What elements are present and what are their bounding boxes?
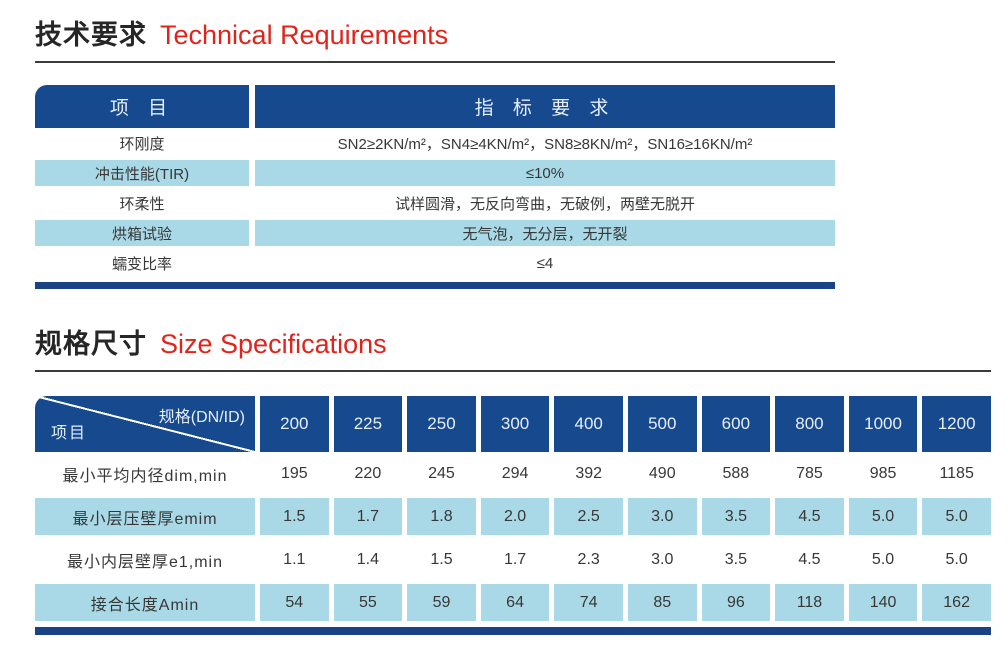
size-title-zh: 规格尺寸 [35, 329, 147, 359]
table-row: 烘箱试验 无气泡，无分层，无开裂 [35, 218, 835, 248]
value-cell: ≤4 [536, 254, 554, 272]
size-col-header: 400 [554, 396, 623, 452]
table-row: 蠕变比率 ≤4 [35, 248, 835, 278]
size-table-rows: 最小平均内径dim,min 195 220 245 294 392 490 588 785 985… [35, 452, 991, 624]
item-cell: 最小平均内径dim,min [62, 467, 228, 485]
value-cell: 490 [648, 464, 676, 482]
size-table-bottom-bar [35, 627, 991, 635]
value-cell: 55 [333, 581, 403, 624]
item-cell: 蠕变比率 [111, 255, 172, 273]
value-cell: 220 [354, 464, 382, 482]
value-cell: 4.5 [775, 495, 844, 538]
value-cell: 1.7 [503, 550, 527, 568]
size-section: 规格尺寸 Size Specifications 规格(DN/ID) 项目 20… [35, 327, 1008, 635]
value-cell: 5.0 [848, 495, 918, 538]
value-cell: 195 [280, 464, 308, 482]
item-cell: 冲击性能(TIR) [35, 158, 249, 188]
value-cell: 140 [848, 581, 918, 624]
size-table-header: 规格(DN/ID) 项目 200 225 250 300 400 500 600 800 100… [35, 396, 991, 452]
item-cell: 环柔性 [119, 195, 165, 213]
size-title-en: Size Specifications [160, 329, 387, 359]
item-cell: 烘箱试验 [35, 218, 249, 248]
value-cell: 无气泡，无分层，无开裂 [255, 218, 835, 248]
value-cell: 5.0 [922, 495, 991, 538]
tech-section-title: 技术要求 Technical Requirements [35, 18, 1008, 52]
value-cell: 985 [869, 464, 897, 482]
value-cell: 5.0 [945, 550, 968, 568]
item-cell: 最小内层壁厚e1,min [66, 553, 224, 571]
size-col-header: 250 [407, 396, 476, 452]
tech-table: 项 目 指 标 要 求 环刚度 SN2≥2KN/m²，SN4≥4KN/m²，SN8… [35, 85, 835, 278]
table-row: 最小层压壁厚emim 1.5 1.7 1.8 2.0 2.5 3.0 3.5 4.5 5.0 5.0 [35, 495, 991, 538]
size-title-rule [35, 370, 991, 372]
value-cell: ≤10% [255, 158, 835, 188]
table-row: 最小内层壁厚e1,min 1.1 1.4 1.5 1.7 2.3 3.0 3.5 4.5 5.0 5… [35, 538, 991, 581]
table-row: 接合长度Amin 54 55 59 64 74 85 96 118 140 162 [35, 581, 991, 624]
table-row: 环刚度 SN2≥2KN/m²，SN4≥4KN/m²，SN8≥8KN/m²，SN16… [35, 128, 835, 158]
corner-label-item: 项目 [51, 425, 88, 442]
tech-table-rows: 环刚度 SN2≥2KN/m²，SN4≥4KN/m²，SN8≥8KN/m²，SN16… [35, 128, 835, 278]
value-cell: 3.5 [724, 550, 747, 568]
value-cell: 1.4 [356, 550, 380, 568]
table-row: 最小平均内径dim,min 195 220 245 294 392 490 588 785 985… [35, 452, 991, 495]
value-cell: 74 [554, 581, 623, 624]
size-col-header: 500 [627, 396, 697, 452]
table-row: 冲击性能(TIR) ≤10% [35, 158, 835, 188]
value-cell: 1.1 [283, 550, 306, 568]
size-col-header: 1200 [922, 396, 991, 452]
tech-title-zh: 技术要求 [35, 20, 147, 50]
item-cell: 接合长度Amin [35, 581, 255, 624]
header-cell-item: 项 目 [35, 85, 249, 128]
value-cell: 4.5 [798, 550, 821, 568]
value-cell: 54 [260, 581, 329, 624]
value-cell: SN2≥2KN/m²，SN4≥4KN/m²，SN8≥8KN/m²，SN16≥16… [337, 135, 753, 153]
value-cell: 1.8 [407, 495, 476, 538]
value-cell: 5.0 [871, 550, 895, 568]
item-cell: 最小层压壁厚emim [35, 495, 255, 538]
value-cell: 1.5 [260, 495, 329, 538]
size-col-header: 1000 [848, 396, 918, 452]
size-col-header: 300 [480, 396, 550, 452]
page: 技术要求 Technical Requirements 项 目 指 标 要 求 … [35, 18, 1008, 635]
value-cell: 96 [701, 581, 771, 624]
value-cell: 2.0 [480, 495, 550, 538]
value-cell: 试样圆滑，无反向弯曲，无破例，两壁无脱开 [394, 195, 695, 213]
tech-title-en: Technical Requirements [160, 20, 449, 50]
value-cell: 3.0 [627, 495, 697, 538]
value-cell: 59 [407, 581, 476, 624]
value-cell: 2.5 [554, 495, 623, 538]
corner-label-spec: 规格(DN/ID) [158, 409, 245, 426]
size-col-header: 225 [333, 396, 403, 452]
tech-title-rule [35, 61, 835, 63]
value-cell: 1185 [939, 464, 974, 482]
value-cell: 85 [627, 581, 697, 624]
size-col-header: 200 [260, 396, 329, 452]
value-cell: 2.3 [577, 550, 600, 568]
value-cell: 294 [501, 464, 529, 482]
table-row: 环柔性 试样圆滑，无反向弯曲，无破例，两壁无脱开 [35, 188, 835, 218]
value-cell: 118 [775, 581, 844, 624]
tech-table-header: 项 目 指 标 要 求 [35, 85, 835, 128]
tech-section: 技术要求 Technical Requirements 项 目 指 标 要 求 … [35, 18, 1008, 289]
header-cell-requirement: 指 标 要 求 [255, 85, 835, 128]
value-cell: 3.0 [651, 550, 674, 568]
size-col-header: 800 [775, 396, 844, 452]
value-cell: 3.5 [701, 495, 771, 538]
value-cell: 1.7 [333, 495, 403, 538]
value-cell: 64 [480, 581, 550, 624]
value-cell: 162 [922, 581, 991, 624]
corner-cell-diagonal: 规格(DN/ID) 项目 [35, 396, 255, 452]
size-section-title: 规格尺寸 Size Specifications [35, 327, 1008, 361]
value-cell: 245 [428, 464, 455, 482]
value-cell: 1.5 [430, 550, 453, 568]
value-cell: 392 [575, 464, 603, 482]
size-table: 规格(DN/ID) 项目 200 225 250 300 400 500 600 800 100… [35, 396, 991, 624]
item-cell: 环刚度 [119, 135, 165, 153]
tech-table-bottom-bar [35, 282, 835, 289]
value-cell: 785 [796, 464, 823, 482]
value-cell: 588 [722, 464, 750, 482]
size-col-header: 600 [701, 396, 771, 452]
